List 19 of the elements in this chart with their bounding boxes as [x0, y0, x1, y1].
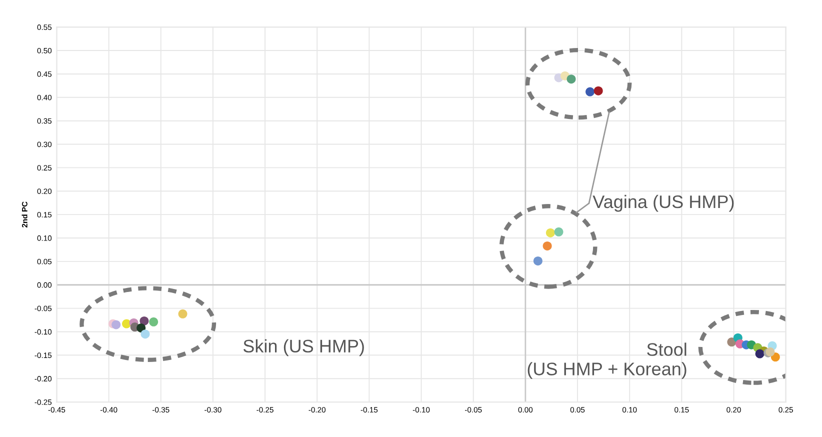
annotation: Skin (US HMP) [243, 339, 364, 356]
point [770, 352, 780, 362]
point [542, 241, 552, 250]
point [566, 74, 576, 84]
point [546, 228, 555, 238]
point [140, 330, 150, 339]
annotation: Stool (US HMP + Korean) [528, 342, 686, 379]
point [149, 317, 158, 326]
point [755, 349, 764, 358]
point [586, 87, 595, 96]
point [594, 86, 603, 96]
point [136, 323, 146, 332]
point [178, 309, 188, 318]
point [727, 338, 736, 347]
point [554, 227, 564, 236]
point [533, 256, 542, 266]
point [140, 316, 149, 326]
point [112, 320, 121, 330]
annotation: Vagina (US HMP) [592, 194, 734, 212]
